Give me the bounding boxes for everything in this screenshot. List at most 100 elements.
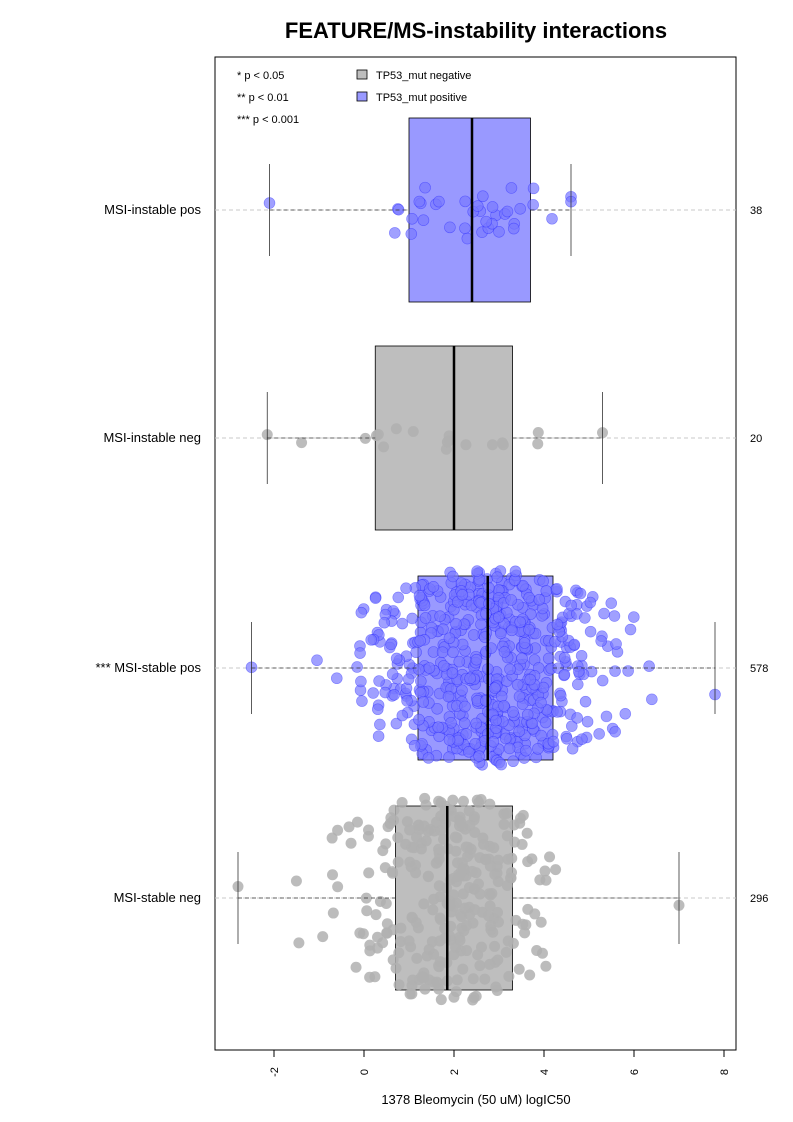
data-point (535, 916, 547, 928)
data-point (372, 931, 384, 943)
data-point (457, 963, 469, 975)
data-point (532, 438, 544, 450)
data-point (513, 690, 526, 703)
data-point (571, 678, 584, 691)
data-point (311, 654, 323, 667)
data-point (450, 941, 462, 953)
data-point (504, 663, 516, 676)
data-point (475, 618, 487, 631)
data-point (390, 962, 402, 974)
data-point (471, 200, 484, 212)
data-point (493, 226, 505, 238)
data-point (491, 984, 503, 996)
data-point (393, 947, 405, 959)
data-point (450, 618, 462, 630)
data-point (489, 682, 501, 694)
sig-legend-2: ** p < 0.01 (237, 92, 289, 104)
data-point (584, 596, 597, 609)
data-point (479, 973, 491, 985)
data-point (433, 853, 445, 865)
data-point (467, 629, 480, 641)
data-point (385, 638, 397, 651)
legend-label-negative: TP53_mut negative (376, 70, 471, 82)
data-point (514, 616, 526, 628)
data-point (537, 575, 549, 587)
data-point (427, 581, 440, 593)
data-point (400, 582, 412, 595)
data-point (351, 661, 363, 673)
data-point (643, 660, 655, 672)
data-point (405, 228, 418, 240)
data-point (418, 599, 431, 612)
data-point (534, 874, 546, 886)
data-point (554, 689, 567, 702)
data-point (540, 960, 552, 972)
data-point (403, 935, 415, 947)
data-point (470, 653, 483, 666)
group-count: 38 (750, 205, 762, 217)
data-point (463, 882, 475, 894)
data-point (608, 610, 621, 622)
data-point (378, 441, 390, 453)
data-point (474, 888, 486, 900)
data-point (432, 721, 445, 734)
data-point (434, 610, 446, 622)
data-point (401, 816, 413, 828)
data-point (522, 856, 534, 868)
data-point (386, 866, 398, 878)
data-point (343, 821, 355, 833)
group-label: MSI-stable neg (114, 890, 201, 905)
data-point (579, 695, 592, 708)
data-point (458, 717, 471, 730)
data-point (457, 795, 469, 807)
data-point (490, 714, 502, 727)
data-point (475, 941, 487, 953)
data-point (551, 706, 563, 718)
data-point (436, 646, 449, 658)
data-point (464, 672, 476, 685)
data-point (461, 945, 473, 957)
data-point (431, 816, 443, 828)
data-point (646, 693, 658, 706)
data-point (431, 703, 443, 715)
data-point (483, 910, 495, 922)
data-point (524, 969, 536, 981)
data-point (296, 437, 308, 449)
data-point (388, 688, 400, 701)
data-point (507, 222, 520, 235)
data-point (547, 735, 560, 748)
data-point (345, 837, 357, 849)
data-point (622, 665, 634, 677)
data-point (414, 634, 427, 647)
data-point (390, 652, 403, 665)
data-point (363, 867, 375, 879)
data-point (382, 821, 394, 833)
data-point (550, 864, 562, 876)
data-point (558, 651, 571, 664)
data-point (502, 935, 514, 947)
data-point (433, 960, 445, 972)
data-point (494, 627, 507, 640)
data-point (447, 794, 459, 806)
data-point (395, 936, 407, 948)
data-point (524, 608, 537, 620)
data-point (435, 994, 447, 1006)
x-tick-label: 2 (449, 1069, 461, 1075)
data-point (428, 893, 440, 905)
data-point (522, 903, 534, 915)
data-point (408, 842, 420, 854)
data-point (624, 623, 637, 636)
data-point (581, 715, 594, 728)
data-point (389, 227, 401, 239)
data-point (396, 709, 409, 722)
data-point (354, 647, 366, 659)
data-point (460, 841, 472, 853)
data-point (437, 623, 449, 635)
data-point (517, 579, 529, 592)
data-point (422, 825, 434, 837)
data-point (417, 214, 430, 227)
data-point (513, 725, 525, 738)
data-point (406, 612, 419, 625)
data-point (413, 713, 425, 726)
data-point (561, 733, 573, 745)
